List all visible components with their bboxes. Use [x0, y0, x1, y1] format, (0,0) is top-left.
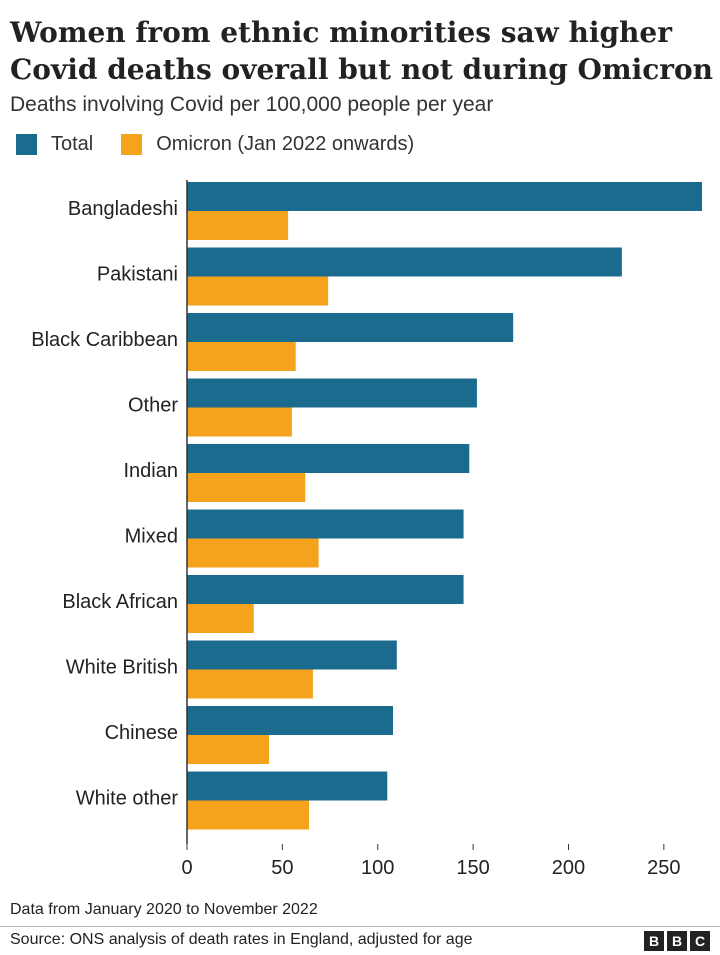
category-label: Indian	[124, 460, 179, 482]
chart-title: Women from ethnic minorities saw higher …	[10, 14, 714, 88]
category-label: White British	[66, 657, 178, 679]
legend-label-total: Total	[51, 132, 94, 155]
bar-total	[187, 247, 622, 277]
footer-divider	[0, 926, 720, 927]
x-tick-label: 200	[552, 857, 585, 879]
chart-subtitle: Deaths involving Covid per 100,000 peopl…	[10, 93, 494, 116]
legend-item-omicron: Omicron (Jan 2022 onwards)	[115, 133, 414, 156]
category-label: Black Caribbean	[31, 329, 178, 351]
category-label: Other	[128, 395, 178, 417]
x-tick-label: 50	[271, 857, 293, 879]
bar-total	[187, 313, 514, 342]
legend-swatch-total	[16, 133, 37, 155]
bar-total	[187, 640, 397, 670]
category-label: Black African	[62, 591, 178, 613]
bar-total	[187, 771, 388, 801]
bar-omicron	[187, 342, 296, 371]
x-tick-label: 100	[361, 857, 394, 879]
bar-omicron	[187, 604, 254, 633]
bar-omicron	[187, 800, 310, 830]
legend-swatch-omicron	[121, 133, 143, 155]
category-label: White other	[76, 788, 179, 810]
source-note: Source: ONS analysis of death rates in E…	[10, 931, 473, 948]
logo-letter-3: C	[690, 931, 710, 951]
logo-letter-1: B	[644, 931, 664, 951]
bar-omicron	[187, 276, 329, 306]
legend-item-total: Total	[10, 133, 93, 156]
x-tick-label: 250	[647, 857, 680, 879]
logo-letter-2: B	[667, 931, 687, 951]
x-tick-label: 0	[181, 857, 192, 879]
bar-omicron	[187, 473, 306, 502]
bar-total	[187, 444, 470, 473]
category-label: Pakistani	[97, 264, 178, 286]
footer-note: Data from January 2020 to November 2022	[10, 901, 318, 918]
bar-chart: Bangladeshi Pakistani Black Caribbean Other…	[31, 180, 702, 879]
category-label: Chinese	[105, 722, 178, 744]
bar-total	[187, 182, 702, 211]
bar-omicron	[187, 669, 313, 699]
legend-label-omicron: Omicron (Jan 2022 onwards)	[156, 132, 415, 155]
legend: Total Omicron (Jan 2022 onwards)	[10, 131, 436, 157]
bbc-logo: B B C	[644, 931, 710, 951]
bar-total	[187, 706, 393, 735]
bar-omicron	[187, 735, 270, 764]
category-label: Bangladeshi	[68, 198, 178, 220]
category-label: Mixed	[125, 526, 178, 548]
bar-total	[187, 378, 477, 408]
chart-title-line1: Women from ethnic minorities saw higher	[10, 16, 672, 49]
bar-omicron	[187, 407, 292, 437]
bar-omicron	[187, 538, 319, 568]
bar-total	[187, 575, 464, 604]
x-tick-label: 150	[456, 857, 489, 879]
chart-title-line2: Covid deaths overall but not during Omic…	[10, 53, 714, 86]
bar-omicron	[187, 211, 289, 240]
bar-total	[187, 509, 464, 539]
